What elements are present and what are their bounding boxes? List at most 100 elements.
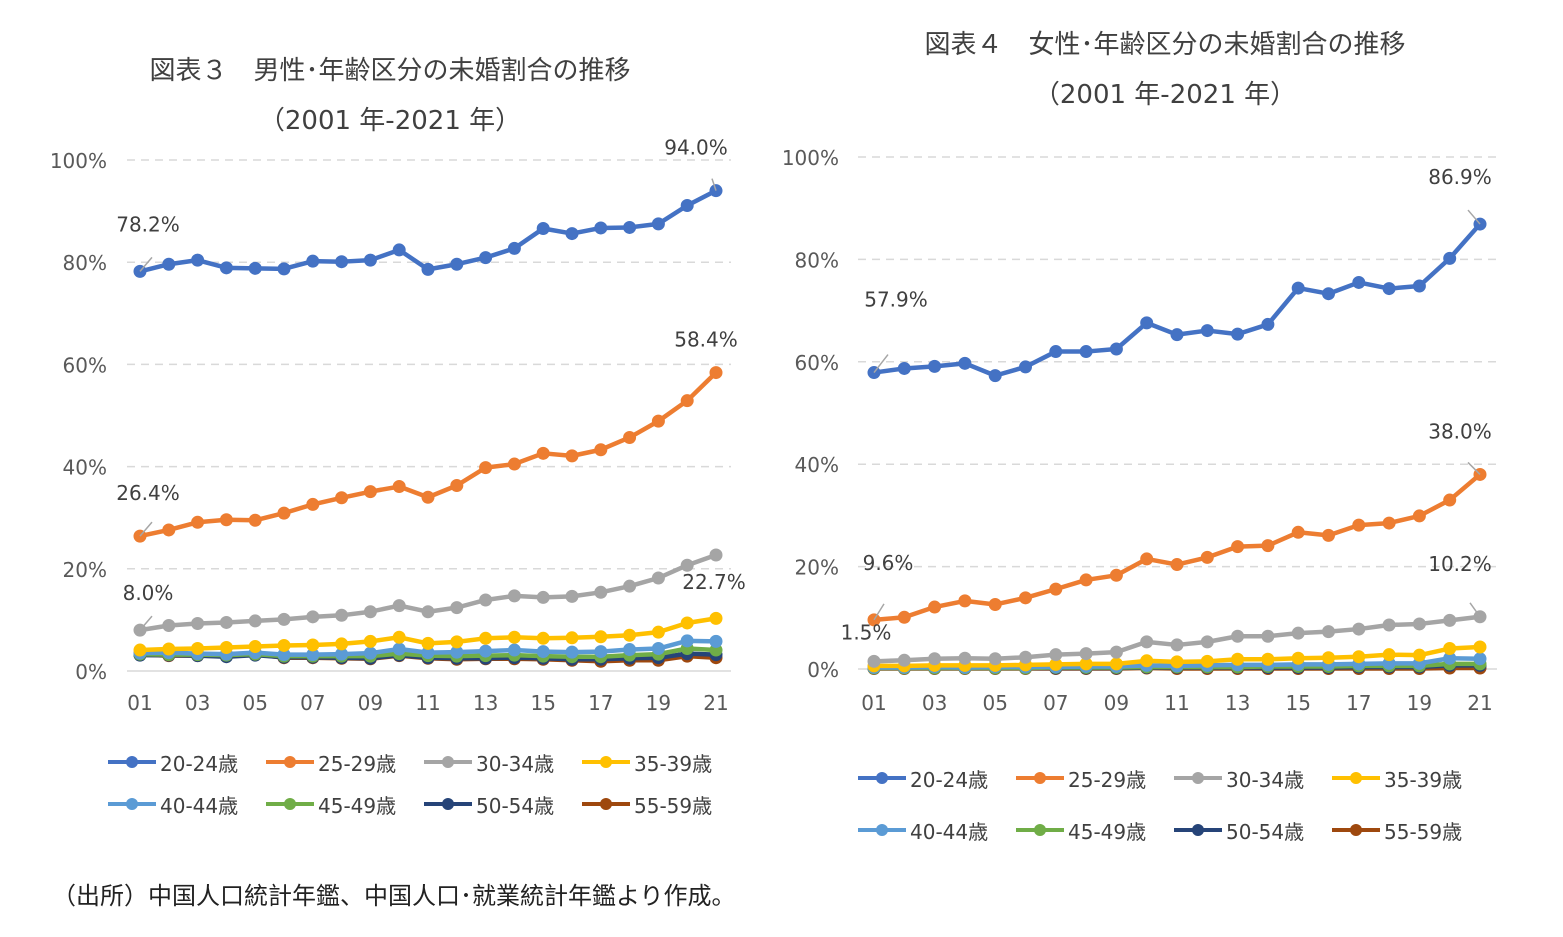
data-point <box>335 608 349 622</box>
data-point <box>1291 525 1305 539</box>
data-point <box>1019 591 1032 605</box>
legend-swatch <box>1016 766 1064 790</box>
data-point <box>1473 640 1487 654</box>
data-point <box>623 643 637 657</box>
series-25-29歳 <box>867 467 1487 627</box>
data-point <box>565 631 579 645</box>
data-label: 78.2% <box>116 212 180 236</box>
legend-item: 40-44歳 <box>108 792 238 818</box>
data-point <box>1140 635 1154 649</box>
legend-item: 35-39歳 <box>1332 766 1463 792</box>
data-point <box>1412 279 1426 293</box>
data-point <box>1200 324 1214 338</box>
x-tick-label: 03 <box>922 691 947 715</box>
data-point <box>651 642 665 656</box>
data-point <box>248 261 262 275</box>
data-point <box>867 654 881 668</box>
data-point <box>191 515 205 529</box>
charts-canvas: 0% 20% 40% 60% 80% 100% 01 03 05 07 09 11 13 15 17 19 21… <box>50 136 1497 715</box>
data-point <box>1109 657 1123 671</box>
x-tick-label: 21 <box>703 691 728 715</box>
data-point <box>507 630 521 644</box>
data-point <box>709 366 723 380</box>
legend-label: 35-39歳 <box>1384 767 1463 792</box>
data-label: 8.0% <box>123 581 174 605</box>
data-point <box>1322 287 1335 301</box>
legend-item: 25-29歳 <box>1016 766 1146 792</box>
data-point <box>1382 516 1396 530</box>
x-tick-label: 19 <box>646 691 671 715</box>
data-point <box>680 616 694 630</box>
y-tick-label: 80% <box>795 248 839 272</box>
legend-item: 50-54歳 <box>1174 818 1304 844</box>
x-tick-label: 11 <box>415 691 440 715</box>
data-point <box>335 255 349 269</box>
data-point <box>651 217 665 231</box>
data-point <box>565 227 579 241</box>
y-tick-label: 100% <box>782 146 839 170</box>
data-point <box>507 241 521 255</box>
x-tick-label: 17 <box>588 691 613 715</box>
data-point <box>594 221 608 235</box>
data-point <box>507 457 521 471</box>
data-point <box>450 635 464 649</box>
series-line <box>873 222 1482 378</box>
data-label: 58.4% <box>674 328 738 352</box>
data-point <box>219 615 233 629</box>
data-point <box>306 610 320 624</box>
data-point <box>219 640 233 654</box>
data-point <box>1291 651 1305 665</box>
data-point <box>191 253 205 267</box>
data-point <box>1140 316 1154 330</box>
data-point <box>1170 638 1184 652</box>
data-point <box>1352 275 1366 289</box>
annotation-leader <box>1467 461 1481 475</box>
y-tick-label: 80% <box>63 251 107 275</box>
legend-swatch <box>858 818 906 842</box>
chart-title-male-line1: 図表３ 男性･年齢区分の未婚割合の推移 <box>149 56 631 86</box>
data-point <box>928 600 942 614</box>
data-point <box>1079 647 1093 661</box>
data-point <box>709 548 723 562</box>
legend-label: 30-34歳 <box>476 751 555 776</box>
legend-label: 30-34歳 <box>1226 767 1305 792</box>
data-point <box>479 593 493 607</box>
data-point <box>162 642 176 656</box>
legend-item: 45-49歳 <box>266 792 396 818</box>
data-point <box>536 590 550 604</box>
series-20-24歳 <box>867 217 1487 383</box>
legend-swatch <box>424 750 472 774</box>
data-point <box>928 359 942 373</box>
data-point <box>1382 648 1396 662</box>
legend-item: 55-59歳 <box>1332 818 1462 844</box>
data-point <box>479 251 493 265</box>
data-label: 38.0% <box>1428 419 1492 443</box>
chart-male: 0% 20% 40% 60% 80% 100% 01 03 05 07 09 11 13 15 17 19 21… <box>50 136 746 715</box>
data-point <box>1443 642 1457 656</box>
legend-item: 30-34歳 <box>1174 766 1305 792</box>
data-point <box>392 480 406 494</box>
data-point <box>421 490 435 504</box>
data-point <box>1382 618 1396 632</box>
legend-swatch <box>266 792 314 816</box>
legend-item: 50-54歳 <box>424 792 554 818</box>
x-tick-label: 01 <box>861 691 886 715</box>
data-point <box>363 634 377 648</box>
data-point <box>1231 327 1245 341</box>
x-tick-label: 09 <box>1104 691 1129 715</box>
legend-item: 45-49歳 <box>1016 818 1147 844</box>
y-tick-label: 20% <box>795 556 839 580</box>
data-point <box>988 369 1002 383</box>
data-point <box>363 253 377 267</box>
data-point <box>565 449 579 463</box>
data-point <box>958 651 972 665</box>
data-point <box>392 243 406 257</box>
data-point <box>306 254 320 268</box>
data-point <box>1079 573 1093 587</box>
legend-label: 45-49歳 <box>1068 819 1147 844</box>
data-point <box>450 257 464 271</box>
data-point <box>536 645 550 659</box>
series-30-34歳 <box>133 548 723 637</box>
data-point <box>1231 540 1245 554</box>
data-point <box>162 523 176 537</box>
